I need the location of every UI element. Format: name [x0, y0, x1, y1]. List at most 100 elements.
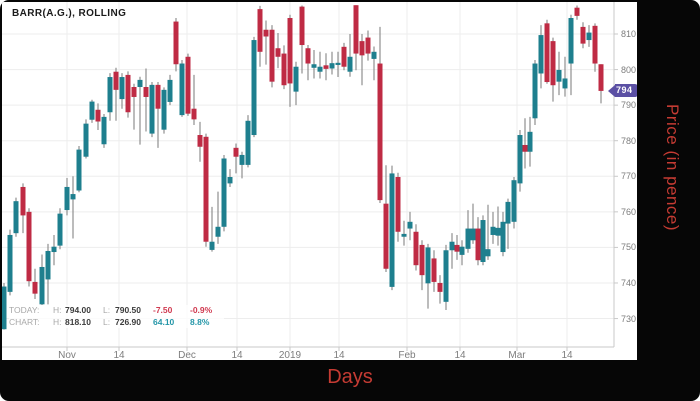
- candlestick[interactable]: [586, 32, 592, 41]
- candlestick[interactable]: [57, 213, 63, 246]
- candlestick[interactable]: [341, 46, 347, 67]
- candlestick[interactable]: [107, 77, 113, 113]
- candlestick[interactable]: [293, 66, 299, 92]
- candlestick[interactable]: [20, 186, 26, 216]
- candlestick[interactable]: [251, 40, 257, 136]
- candlestick[interactable]: [353, 5, 359, 54]
- candlestick[interactable]: [125, 74, 131, 113]
- candlestick[interactable]: [101, 116, 107, 145]
- candlestick[interactable]: [143, 87, 149, 97]
- candlestick[interactable]: [245, 120, 251, 165]
- candlestick[interactable]: [527, 131, 533, 152]
- candlestick[interactable]: [173, 21, 179, 65]
- candlestick[interactable]: [580, 26, 586, 44]
- candlestick[interactable]: [26, 211, 32, 282]
- candlestick[interactable]: [598, 64, 604, 91]
- candlestick[interactable]: [137, 79, 143, 88]
- candlestick[interactable]: [39, 266, 45, 305]
- candlestick[interactable]: [490, 226, 496, 235]
- candlestick[interactable]: [311, 64, 317, 68]
- last-price-tag[interactable]: 794: [608, 84, 637, 98]
- candlestick[interactable]: [522, 144, 528, 152]
- candlestick[interactable]: [32, 281, 38, 294]
- candlestick[interactable]: [7, 234, 13, 292]
- candlestick[interactable]: [383, 203, 389, 269]
- candlestick[interactable]: [395, 176, 401, 232]
- candlestick[interactable]: [495, 227, 501, 236]
- candlestick[interactable]: [454, 244, 460, 252]
- candlestick[interactable]: [413, 231, 419, 266]
- candlestick[interactable]: [485, 249, 491, 257]
- candlestick[interactable]: [443, 250, 449, 302]
- candlestick[interactable]: [365, 37, 371, 54]
- candlestick[interactable]: [323, 65, 329, 69]
- candlestick[interactable]: [329, 63, 335, 69]
- candlestick[interactable]: [287, 18, 293, 84]
- candlestick[interactable]: [51, 246, 57, 253]
- candlestick[interactable]: [335, 62, 341, 65]
- candlestick[interactable]: [431, 258, 437, 282]
- candlestick[interactable]: [538, 35, 544, 74]
- candlestick[interactable]: [257, 9, 263, 52]
- candlestick[interactable]: [64, 186, 70, 211]
- candlestick[interactable]: [131, 87, 137, 97]
- candlestick[interactable]: [544, 23, 550, 83]
- candlestick[interactable]: [459, 246, 465, 255]
- candlestick[interactable]: [299, 6, 305, 46]
- candlestick[interactable]: [371, 51, 377, 59]
- candlestick[interactable]: [2, 286, 7, 330]
- candlestick[interactable]: [407, 221, 413, 229]
- candlestick[interactable]: [185, 56, 191, 114]
- candlestick[interactable]: [347, 56, 353, 72]
- candlestick[interactable]: [191, 108, 197, 120]
- candlestick[interactable]: [263, 29, 269, 37]
- candlestick[interactable]: [401, 233, 407, 237]
- candlestick[interactable]: [389, 173, 395, 287]
- candlestick[interactable]: [197, 135, 203, 147]
- candlestick[interactable]: [281, 53, 287, 86]
- candlestick[interactable]: [574, 7, 580, 16]
- candlestick[interactable]: [475, 228, 481, 261]
- candlestick[interactable]: [149, 84, 155, 134]
- candlestick[interactable]: [76, 149, 82, 191]
- candlestick[interactable]: [203, 136, 209, 242]
- candlestick[interactable]: [161, 89, 167, 130]
- candlestick[interactable]: [465, 228, 471, 249]
- candlestick[interactable]: [500, 221, 506, 253]
- candlestick[interactable]: [505, 201, 511, 224]
- candlestick[interactable]: [70, 194, 76, 200]
- candlestick[interactable]: [449, 241, 455, 251]
- candlestick[interactable]: [119, 77, 125, 100]
- candlestick[interactable]: [470, 228, 476, 241]
- candlestick-plot[interactable]: [2, 2, 637, 360]
- candlestick[interactable]: [83, 123, 89, 157]
- candlestick[interactable]: [592, 25, 598, 64]
- candlestick[interactable]: [480, 220, 486, 262]
- candlestick[interactable]: [167, 79, 173, 102]
- candlestick[interactable]: [568, 18, 574, 64]
- candlestick[interactable]: [13, 201, 19, 234]
- candlestick[interactable]: [179, 63, 185, 116]
- candlestick[interactable]: [155, 84, 161, 109]
- candlestick[interactable]: [239, 154, 245, 165]
- candlestick[interactable]: [511, 180, 517, 222]
- candlestick[interactable]: [89, 101, 95, 120]
- candlestick[interactable]: [209, 241, 215, 250]
- candlestick[interactable]: [305, 48, 311, 64]
- candlestick[interactable]: [419, 244, 425, 276]
- candlestick[interactable]: [377, 63, 383, 201]
- candlestick[interactable]: [113, 71, 119, 90]
- candlestick[interactable]: [317, 66, 323, 72]
- candlestick[interactable]: [221, 158, 227, 227]
- candlestick[interactable]: [517, 135, 523, 184]
- candlestick[interactable]: [562, 78, 568, 89]
- candlestick[interactable]: [227, 176, 233, 184]
- candlestick[interactable]: [45, 250, 51, 280]
- candlestick[interactable]: [532, 63, 538, 119]
- candlestick[interactable]: [359, 41, 365, 56]
- candlestick[interactable]: [556, 69, 562, 82]
- candlestick[interactable]: [95, 109, 101, 122]
- candlestick[interactable]: [437, 282, 443, 292]
- candlestick[interactable]: [269, 29, 275, 82]
- candlestick[interactable]: [233, 147, 239, 157]
